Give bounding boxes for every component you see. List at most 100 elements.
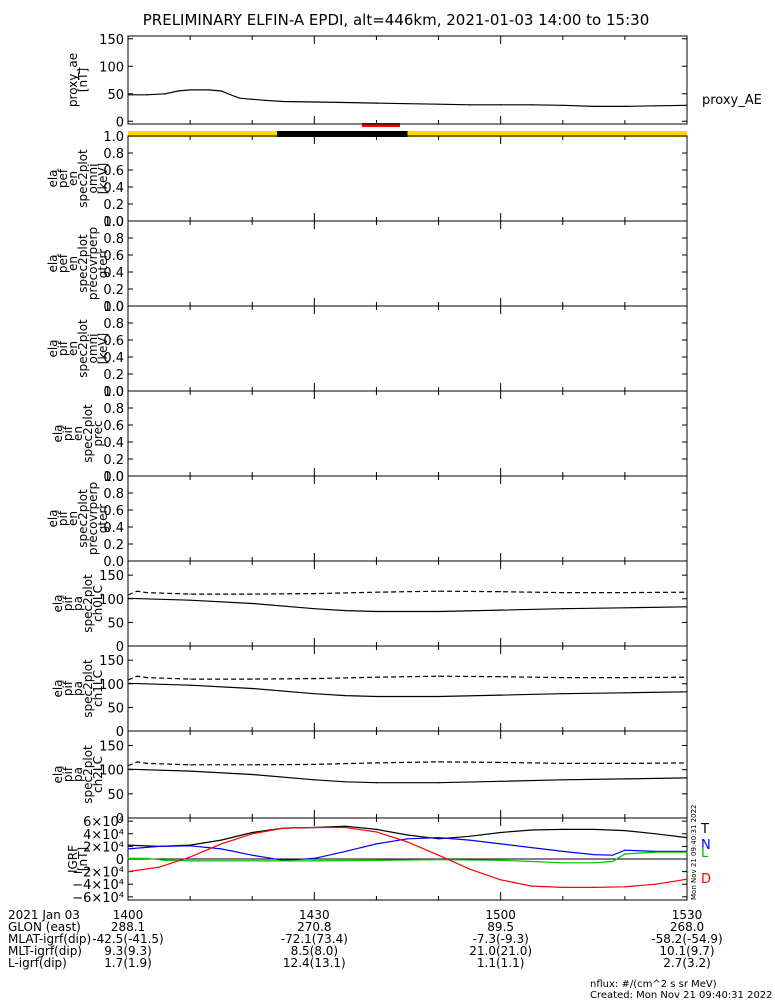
data-point bbox=[562, 677, 564, 679]
data-point bbox=[127, 679, 129, 681]
data-point bbox=[562, 762, 564, 764]
data-point bbox=[136, 761, 138, 763]
data-point bbox=[686, 762, 688, 764]
y-tick-label: 0.4 bbox=[103, 521, 124, 536]
data-point bbox=[239, 97, 241, 99]
y-axis-label-line: prec bbox=[91, 420, 105, 446]
data-point bbox=[127, 94, 129, 96]
y-axis-label-line: pef bbox=[56, 168, 70, 188]
series-loss-cone bbox=[127, 597, 688, 613]
data-point bbox=[562, 592, 564, 594]
y-axis-label-line: ch2LC bbox=[91, 756, 105, 793]
data-point bbox=[611, 854, 614, 856]
data-point bbox=[344, 694, 346, 697]
data-point bbox=[500, 879, 502, 881]
data-point bbox=[686, 606, 688, 608]
y-axis-label-line: pif bbox=[61, 425, 75, 441]
data-point bbox=[313, 826, 315, 829]
y-tick-label: 1.0 bbox=[103, 385, 124, 400]
data-point bbox=[624, 692, 626, 694]
data-point bbox=[624, 886, 626, 888]
data-point bbox=[251, 98, 253, 100]
y-axis-label-line: pif bbox=[61, 595, 75, 611]
series-anti-loss-cone bbox=[127, 675, 688, 681]
sunlight-bar bbox=[407, 131, 687, 137]
data-point bbox=[500, 831, 502, 834]
y-axis-label-line: ela bbox=[46, 509, 60, 527]
y-tick-label: 0 bbox=[116, 812, 124, 827]
y-tick-label: 0.4 bbox=[103, 351, 124, 366]
data-point bbox=[437, 859, 440, 861]
data-point bbox=[127, 594, 129, 596]
panel-igrf: 6×10⁴4×10⁴2×10⁴0−2×10⁴−4×10⁴−6×10⁴IGRF[n… bbox=[66, 815, 711, 906]
data-point bbox=[189, 89, 191, 91]
orbit-row-value: 2.7(3.2) bbox=[663, 956, 711, 970]
data-point bbox=[158, 845, 160, 847]
y-tick-label: 0.8 bbox=[103, 232, 124, 247]
panel-ela_pif_en_precovrperp: 1.0 0.8 0.6 0.4 0.2 0.0 elapifenspec2plotpreco… bbox=[46, 470, 688, 570]
y-tick-label: 0.6 bbox=[103, 334, 124, 349]
y-tick-label: 0.0 bbox=[103, 555, 124, 570]
y-tick-label: 0.0 bbox=[103, 300, 124, 315]
data-point bbox=[313, 608, 315, 610]
data-point bbox=[127, 844, 129, 846]
sunlight-bar bbox=[128, 131, 278, 137]
y-axis-label-line: en bbox=[71, 426, 85, 441]
orbit-table: 2021 Jan 03 1400 1430 1500 1530 GLON (east) 28… bbox=[8, 908, 723, 970]
series-anti-loss-cone bbox=[127, 761, 688, 767]
data-point bbox=[624, 105, 626, 107]
data-point bbox=[686, 851, 688, 853]
data-point bbox=[469, 835, 471, 837]
data-point bbox=[437, 695, 440, 698]
data-point bbox=[500, 609, 502, 611]
data-point bbox=[437, 836, 440, 839]
y-tick-label: 6×10⁴ bbox=[83, 815, 124, 830]
y-axis-label-line: ela bbox=[46, 254, 60, 272]
data-point bbox=[686, 104, 688, 106]
y-tick-label: 1.0 bbox=[103, 130, 124, 145]
data-point bbox=[136, 675, 138, 677]
data-point bbox=[686, 878, 688, 880]
data-point bbox=[469, 839, 471, 841]
panel-frame bbox=[127, 305, 688, 392]
y-axis-label-line: gterr bbox=[96, 504, 110, 533]
orbit-row-label: MLAT-igrf(dip) bbox=[8, 932, 91, 946]
y-axis-label-line: spec2plot bbox=[81, 745, 95, 804]
data-point bbox=[313, 101, 315, 103]
y-axis-label-line: ela bbox=[51, 679, 65, 697]
data-point bbox=[127, 768, 129, 770]
orbit-row-value: -72.1(73.4) bbox=[281, 932, 348, 946]
y-tick-label: 0 bbox=[116, 853, 124, 868]
y-axis-label-line: spec2plot bbox=[76, 489, 90, 548]
data-point bbox=[232, 95, 235, 97]
data-point bbox=[500, 859, 502, 861]
data-point bbox=[562, 850, 564, 853]
data-point bbox=[189, 770, 191, 772]
shadow-bar bbox=[277, 131, 408, 137]
data-point bbox=[189, 860, 191, 862]
data-point bbox=[344, 781, 346, 783]
data-point bbox=[344, 825, 346, 827]
series-anti-loss-cone bbox=[127, 590, 688, 596]
y-axis-label-line: gterr bbox=[96, 249, 110, 278]
data-point bbox=[146, 677, 148, 679]
orbit-row-value: 1.1(1.1) bbox=[477, 956, 525, 970]
data-point bbox=[593, 886, 595, 888]
science-zone-marker bbox=[362, 123, 400, 127]
y-tick-label: 100 bbox=[99, 60, 124, 75]
y-tick-label: 0 bbox=[116, 640, 124, 655]
data-point bbox=[313, 592, 315, 595]
data-point bbox=[406, 834, 409, 836]
data-point bbox=[251, 678, 253, 680]
data-point bbox=[624, 830, 626, 832]
data-point bbox=[437, 838, 440, 840]
y-tick-label: 0.8 bbox=[103, 487, 124, 502]
y-tick-label: 0.8 bbox=[103, 317, 124, 332]
data-point bbox=[593, 828, 595, 830]
orbit-row-value: 1430 bbox=[299, 908, 330, 922]
data-point bbox=[593, 862, 595, 864]
panel-ela_pif_en_omni: 1.0 0.8 0.6 0.4 0.2 0.0 elapifenspec2plotomni[… bbox=[46, 300, 688, 400]
data-point bbox=[251, 854, 253, 856]
